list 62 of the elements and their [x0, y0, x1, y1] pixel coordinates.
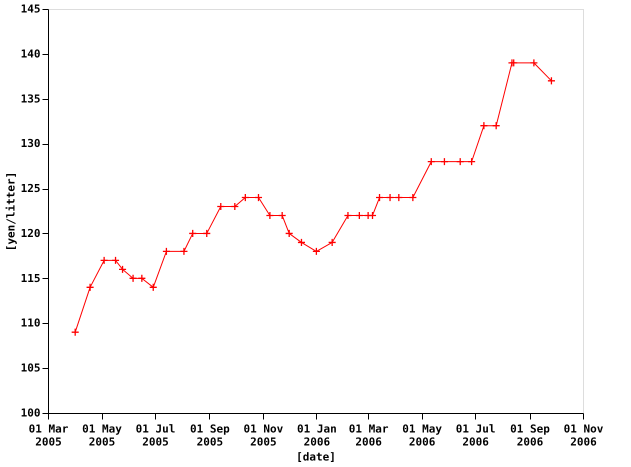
x-tick-label: 01 Jul 2006: [456, 422, 496, 448]
y-tick-label: 105: [20, 362, 40, 375]
point: [285, 229, 294, 238]
x-axis-title: [date]: [296, 450, 336, 464]
x-tick-label: 01 Jan 2006: [297, 422, 337, 448]
point: [254, 193, 263, 202]
point: [188, 229, 197, 238]
y-axis-title: [yen/litter]: [4, 172, 18, 252]
point: [202, 229, 211, 238]
point: [180, 247, 188, 256]
x-tick-label: 01 Nov 2006: [564, 422, 604, 448]
point: [492, 122, 500, 130]
y-tick-label: 115: [20, 272, 40, 285]
y-tick-label: 120: [20, 226, 40, 240]
point: [344, 211, 352, 220]
x-tick-label: 01 Sep 2006: [510, 422, 550, 448]
point: [100, 256, 108, 265]
y-tick-label: 110: [20, 316, 40, 330]
y-tick-label: 140: [20, 47, 40, 60]
point: [508, 58, 516, 68]
point: [375, 193, 384, 202]
point: [530, 58, 538, 68]
point: [149, 283, 158, 292]
point: [355, 211, 364, 220]
point: [111, 256, 120, 265]
y-tick-label: 100: [20, 406, 40, 420]
point: [394, 193, 404, 202]
x-tick-label: 01 Mar 2006: [348, 422, 389, 448]
x-tick-label: 01 May 2006: [402, 422, 442, 448]
x-tick-label: 01 Jul 2005: [136, 422, 176, 448]
point: [230, 202, 239, 211]
point: [427, 157, 436, 166]
point: [386, 193, 394, 202]
y-tick-label: 130: [20, 137, 40, 150]
y-tick-label: 145: [20, 2, 40, 16]
point: [71, 328, 80, 336]
point: [297, 238, 306, 247]
point: [312, 247, 321, 256]
x-tick-label: 01 Mar 2005: [28, 422, 69, 448]
x-tick-label: 01 May 2005: [82, 422, 122, 448]
point: [480, 122, 488, 130]
point: [241, 193, 250, 202]
point: [467, 157, 476, 166]
point: [510, 58, 518, 68]
point: [162, 247, 171, 256]
y-tick-label: 125: [20, 182, 40, 196]
point: [456, 157, 464, 166]
point: [440, 157, 449, 166]
point: [138, 274, 146, 283]
point: [408, 193, 418, 202]
point: [266, 211, 274, 220]
y-tick-label: 135: [20, 92, 40, 106]
point: [368, 211, 377, 220]
point: [118, 265, 127, 274]
point: [216, 202, 225, 211]
point: [547, 76, 556, 86]
x-tick-label: 01 Sep 2005: [190, 422, 230, 448]
x-tick-label: 01 Nov 2005: [244, 422, 284, 448]
point: [278, 211, 286, 220]
point: [328, 238, 336, 247]
point: [86, 283, 94, 292]
point: [128, 274, 138, 283]
